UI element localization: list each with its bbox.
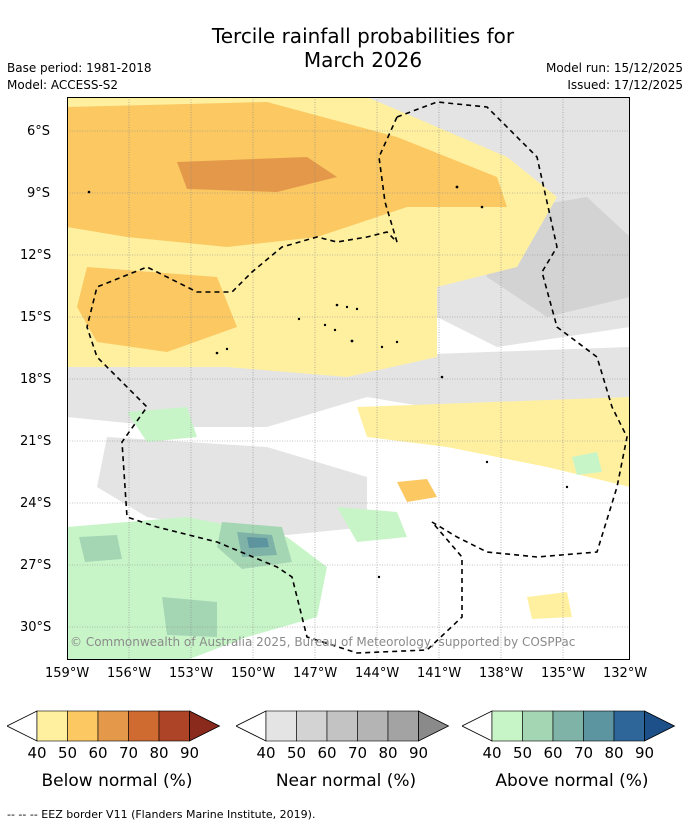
model-run: Model run: 15/12/2025: [545, 61, 683, 75]
below-normal-60-patch: [177, 157, 337, 192]
colorbar-swatch: [522, 710, 554, 742]
colorbar-tick-label: 40: [256, 744, 276, 762]
above-normal-40-west-mid: [127, 407, 197, 442]
colorbar-swatch: [296, 710, 328, 742]
colorbar-tick-label: 40: [27, 744, 47, 762]
colorbar-swatch: [491, 710, 523, 742]
colorbar-tick-label: 60: [317, 744, 337, 762]
below-normal-40-sw-patch: [527, 592, 572, 619]
colorbar-tick-label: 80: [149, 744, 169, 762]
colorbar-over-triangle: [189, 710, 221, 742]
lon-label-156w: 156°W: [107, 666, 152, 681]
colorbar-tick-label: 70: [573, 744, 594, 762]
map-title-line1: Tercile rainfall probabilities for: [211, 24, 515, 48]
colorbar-swatch: [158, 710, 190, 742]
forecast-map[interactable]: © Commonwealth of Australia 2025, Bureau…: [67, 97, 630, 660]
colorbar-swatch: [97, 710, 129, 742]
near-normal-region-south: [97, 437, 367, 537]
below-normal-50-south-patch: [397, 479, 437, 502]
above-normal-40-east: [572, 452, 602, 475]
colorbar-swatch: [67, 710, 99, 742]
map-canvas: [67, 97, 630, 660]
lat-label-15s: 15°S: [20, 310, 52, 325]
colorbar-tick-label: 60: [88, 744, 108, 762]
colorbar-tick-label: 90: [179, 744, 200, 762]
colorbar-tick-label: 50: [286, 744, 307, 762]
colorbar-tick-label: 60: [543, 744, 563, 762]
map-credit: © Commonwealth of Australia 2025, Bureau…: [70, 635, 576, 649]
lon-label-135w: 135°W: [541, 666, 586, 681]
above-normal-50-south: [162, 597, 217, 637]
colorbar-swatch: [326, 710, 358, 742]
colorbar-tick-label: 50: [57, 744, 78, 762]
lon-label-144w: 144°W: [355, 666, 400, 681]
map-frame: [67, 97, 630, 660]
colorbar-tick-label: 80: [378, 744, 398, 762]
colorbar-swatch: [583, 710, 615, 742]
colorbar-title: Above normal (%): [495, 771, 649, 791]
eez-border: [86, 101, 628, 654]
colorbar-below: 40 50 60 70 80 90 Below normal (%): [6, 710, 227, 800]
lon-label-132w: 132°W: [603, 666, 648, 681]
colorbar-swatch: [265, 710, 297, 742]
colorbar-tick-label: 70: [118, 744, 139, 762]
colorbar-near-swatches: [235, 710, 450, 742]
colorbar-under-triangle: [6, 710, 38, 742]
colorbar-tick-label: 90: [634, 744, 655, 762]
colorbar-swatch: [357, 710, 389, 742]
lat-label-21s: 21°S: [20, 434, 52, 449]
issued-date: Issued: 17/12/2025: [567, 78, 683, 92]
colorbar-under-triangle: [235, 710, 267, 742]
colorbar-above-swatches: [461, 710, 676, 742]
colorbar-over-triangle: [418, 710, 450, 742]
model-name: Model: ACCESS-S2: [7, 78, 119, 92]
colorbar-tick-label: 40: [482, 744, 502, 762]
colorbar-title: Below normal (%): [41, 771, 193, 791]
lon-label-150w: 150°W: [231, 666, 276, 681]
lon-label-141w: 141°W: [417, 666, 462, 681]
colorbar-below-swatches: [6, 710, 221, 742]
lat-label-12s: 12°S: [20, 248, 52, 263]
colorbar-title: Near normal (%): [275, 771, 417, 791]
colorbar-tick-label: 70: [347, 744, 368, 762]
colorbar-swatch: [36, 710, 68, 742]
lon-label-153w: 153°W: [169, 666, 214, 681]
above-normal-50-west: [79, 535, 122, 562]
colorbar-over-triangle: [644, 710, 676, 742]
islands: [87, 185, 569, 579]
lat-label-18s: 18°S: [20, 372, 52, 387]
below-normal-50-west: [77, 267, 237, 352]
colorbar-above: 40 50 60 70 80 90 Above normal (%): [461, 710, 682, 800]
colorbar-under-triangle: [461, 710, 493, 742]
lat-label-27s: 27°S: [20, 558, 52, 573]
lat-label-24s: 24°S: [20, 496, 52, 511]
lon-label-159w: 159°W: [45, 666, 90, 681]
lat-label-9s: 9°S: [27, 186, 51, 201]
eez-footnote: -- -- -- EEZ border V11 (Flanders Marine…: [7, 808, 316, 821]
lat-label-6s: 6°S: [27, 124, 51, 139]
lat-label-30s: 30°S: [20, 620, 52, 635]
colorbar-swatch: [387, 710, 419, 742]
colorbar-near: 40 50 60 70 80 90 Near normal (%): [235, 710, 456, 800]
colorbar-tick-label: 50: [512, 744, 533, 762]
colorbar-swatch: [613, 710, 645, 742]
base-period: Base period: 1981-2018: [7, 61, 152, 75]
lon-label-138w: 138°W: [479, 666, 524, 681]
map-title-line2: March 2026: [303, 48, 423, 72]
below-normal-40-east: [357, 397, 630, 487]
above-normal-70-core: [247, 537, 269, 548]
above-normal-40-central: [337, 507, 407, 542]
colorbar-swatch: [552, 710, 584, 742]
colorbar-tick-label: 90: [408, 744, 429, 762]
colorbar-swatch: [128, 710, 160, 742]
lon-label-147w: 147°W: [293, 666, 338, 681]
colorbar-tick-label: 80: [604, 744, 624, 762]
